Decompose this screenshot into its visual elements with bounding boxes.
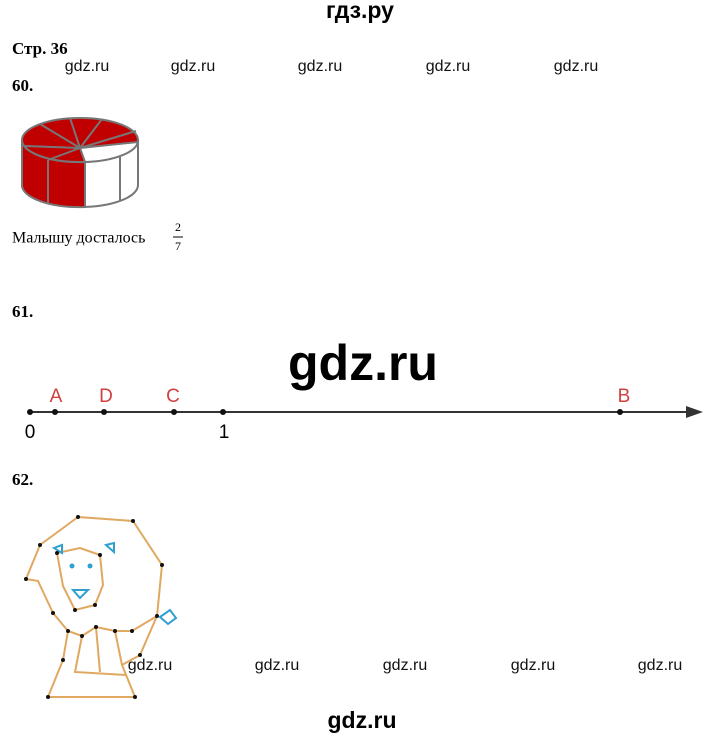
watermark: gdz.ru [255, 657, 299, 674]
tick-label: 1 [219, 422, 230, 443]
watermark: gdz.ru [511, 657, 555, 674]
watermark: gdz.ru [128, 657, 172, 674]
footer-watermark: gdz.ru [328, 707, 397, 733]
task-number: 61. [12, 302, 33, 321]
point-label: C [166, 386, 180, 407]
page-number: Стр. 36 [12, 39, 68, 58]
answer-text: Малышу досталось [12, 230, 145, 247]
site-title: гдз.ру [326, 0, 394, 23]
point-label: D [99, 386, 113, 407]
point-label: B [618, 386, 631, 407]
lion-drawing [24, 515, 178, 698]
task-number: 60. [12, 76, 33, 95]
cake-drawing [20, 117, 140, 209]
watermarks-bottom: gdz.ru gdz.ru gdz.ru gdz.ru gdz.ru [128, 657, 682, 674]
fraction-numerator: 2 [175, 220, 181, 234]
task-number: 62. [12, 470, 33, 489]
watermark: gdz.ru [65, 58, 109, 75]
watermark: gdz.ru [298, 58, 342, 75]
fraction-denominator: 7 [175, 239, 181, 253]
tick-label: 0 [25, 422, 36, 443]
watermark: gdz.ru [638, 657, 682, 674]
watermark: gdz.ru [426, 58, 470, 75]
watermark: gdz.ru [171, 58, 215, 75]
number-line [27, 406, 703, 418]
watermark: gdz.ru [554, 58, 598, 75]
big-watermark: gdz.ru [288, 335, 438, 391]
watermark: gdz.ru [383, 657, 427, 674]
lion-dots [24, 515, 164, 699]
point-label: A [50, 386, 63, 407]
watermarks-top: gdz.ru gdz.ru gdz.ru gdz.ru gdz.ru [65, 58, 598, 75]
